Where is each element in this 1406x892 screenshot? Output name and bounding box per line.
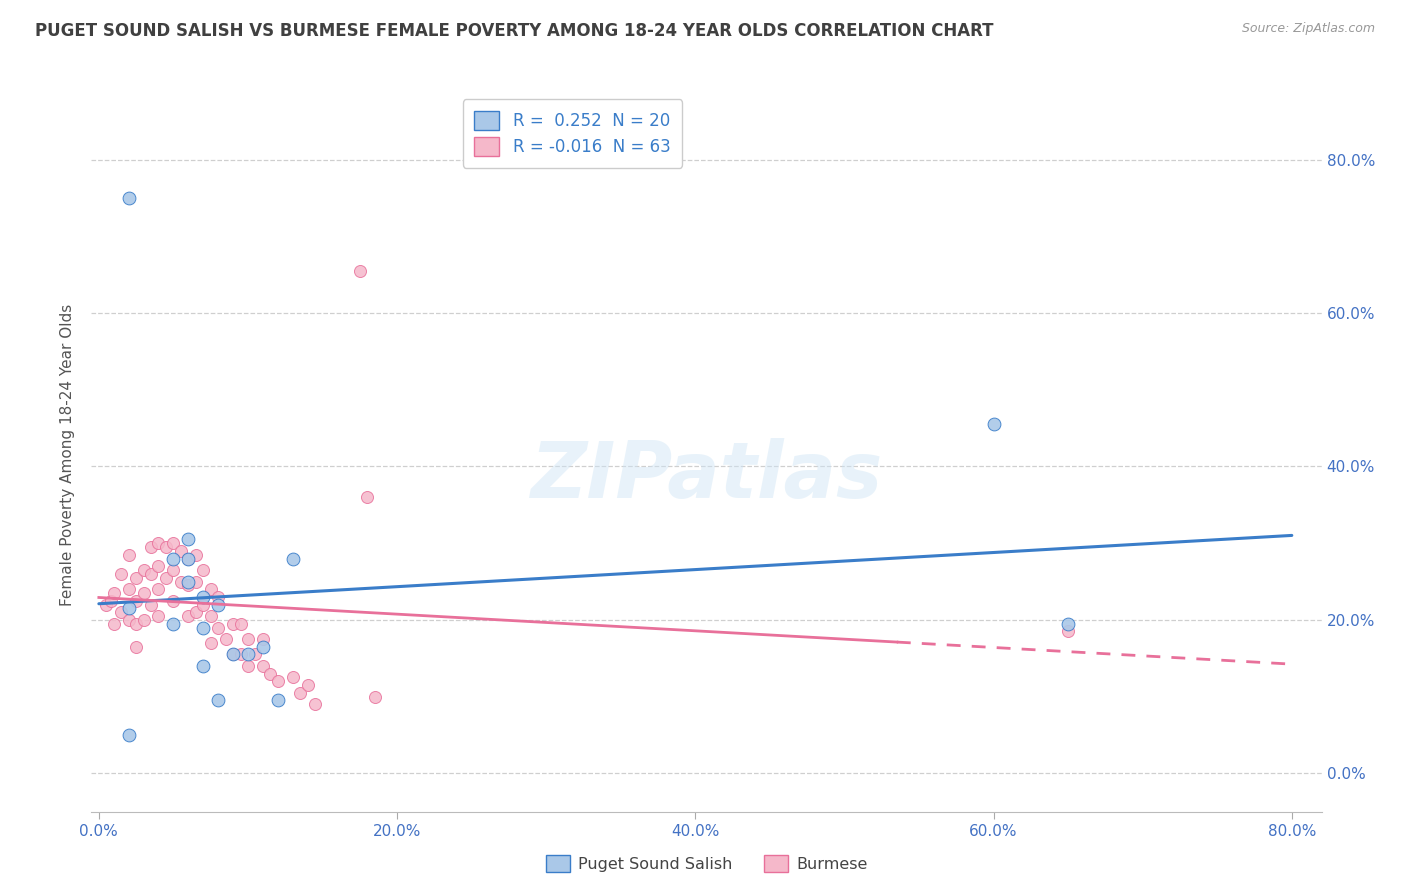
Text: ZIPatlas: ZIPatlas [530,438,883,515]
Point [118,613,141,627]
Point [229,616,252,631]
Point [193,659,215,673]
Point [288,686,311,700]
Point [259,666,281,681]
Point [983,417,1005,432]
Point [118,548,141,562]
Point [356,490,378,504]
Point [1057,624,1080,639]
Point [125,616,148,631]
Point [252,640,274,654]
Point [252,632,274,646]
Point [184,548,207,562]
Legend: Puget Sound Salish, Burmese: Puget Sound Salish, Burmese [540,848,873,879]
Point [125,571,148,585]
Point [267,674,290,689]
Point [118,601,141,615]
Point [139,598,162,612]
Point [177,574,200,589]
Point [177,533,200,547]
Y-axis label: Female Poverty Among 18-24 Year Olds: Female Poverty Among 18-24 Year Olds [60,304,76,606]
Point [193,598,215,612]
Point [103,616,125,631]
Point [222,648,245,662]
Point [297,678,319,692]
Point [207,590,229,604]
Point [229,648,252,662]
Point [148,559,170,574]
Point [200,609,222,624]
Point [162,551,184,566]
Point [100,593,122,607]
Point [125,593,148,607]
Point [267,693,290,707]
Point [193,621,215,635]
Point [281,670,304,684]
Point [177,578,200,592]
Point [132,586,155,600]
Point [118,728,141,742]
Point [139,540,162,554]
Point [177,551,200,566]
Point [148,582,170,597]
Point [139,566,162,581]
Point [349,264,371,278]
Point [170,574,193,589]
Point [207,621,229,635]
Point [162,593,184,607]
Point [236,632,259,646]
Point [170,544,193,558]
Point [125,640,148,654]
Point [200,636,222,650]
Point [110,566,132,581]
Point [193,563,215,577]
Point [1057,616,1080,631]
Point [222,648,245,662]
Text: PUGET SOUND SALISH VS BURMESE FEMALE POVERTY AMONG 18-24 YEAR OLDS CORRELATION C: PUGET SOUND SALISH VS BURMESE FEMALE POV… [35,22,994,40]
Point [132,613,155,627]
Point [184,574,207,589]
Point [281,551,304,566]
Point [304,698,326,712]
Point [162,536,184,550]
Point [103,586,125,600]
Point [252,659,274,673]
Point [148,609,170,624]
Point [214,632,236,646]
Point [184,605,207,619]
Point [193,590,215,604]
Text: Source: ZipAtlas.com: Source: ZipAtlas.com [1241,22,1375,36]
Point [118,191,141,205]
Point [177,609,200,624]
Point [236,659,259,673]
Point [155,571,177,585]
Point [118,582,141,597]
Point [207,693,229,707]
Point [155,540,177,554]
Point [207,598,229,612]
Point [96,598,118,612]
Point [148,536,170,550]
Point [110,605,132,619]
Point [162,616,184,631]
Point [245,648,267,662]
Point [162,563,184,577]
Point [236,648,259,662]
Point [222,616,245,631]
Point [132,563,155,577]
Point [364,690,387,704]
Point [177,551,200,566]
Point [200,582,222,597]
